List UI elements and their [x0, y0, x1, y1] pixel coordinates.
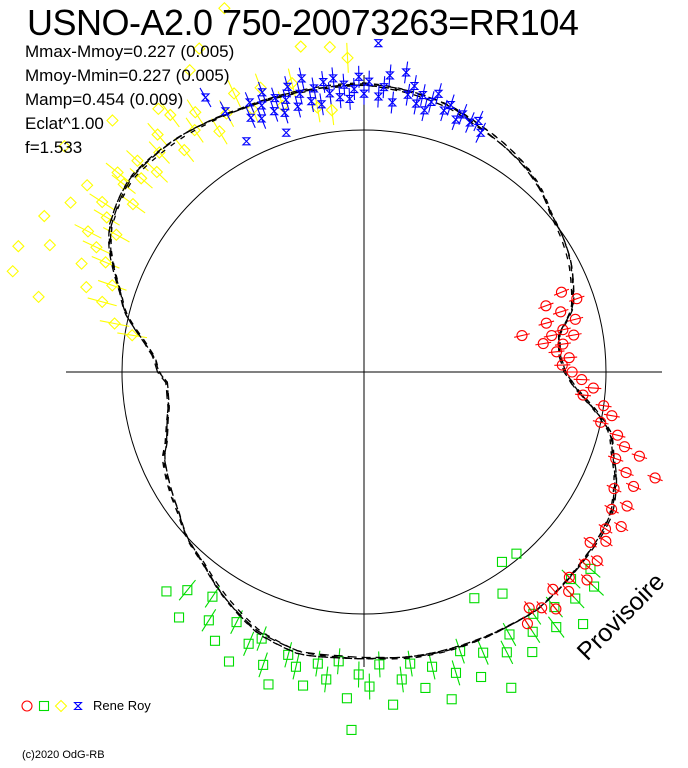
fitted-curve-3: [110, 82, 615, 660]
series-blue-crosses: [199, 39, 487, 146]
legend-yellow-diamond-icon: [54, 699, 68, 713]
param-eclat: Eclat^1.00: [25, 114, 104, 133]
legend-red-circle-icon: [20, 699, 34, 713]
param-frequency: f=1.533: [25, 138, 83, 157]
legend-green-square-icon: [37, 699, 51, 713]
reference-circle: [121, 129, 607, 615]
param-mmoy-mmin: Mmoy-Mmin=0.227 (0.005): [25, 66, 230, 85]
series-green-squares: [161, 548, 604, 735]
legend-blue-cross-icon: [71, 699, 85, 713]
legend: Rene Roy: [20, 698, 151, 713]
series-red-circles: [514, 286, 663, 631]
param-mmax-mmoy: Mmax-Mmoy=0.227 (0.005): [25, 42, 235, 61]
page-title: USNO-A2.0 750-20073263=RR104: [27, 2, 579, 43]
fit-parameters: Mmax-Mmoy=0.227 (0.005) Mmoy-Mmin=0.227 …: [25, 40, 234, 160]
copyright-note: (c)2020 OdG-RB: [22, 749, 105, 761]
param-mamp: Mamp=0.454 (0.009): [25, 90, 184, 109]
legend-observer-name: Rene Roy: [93, 698, 151, 713]
